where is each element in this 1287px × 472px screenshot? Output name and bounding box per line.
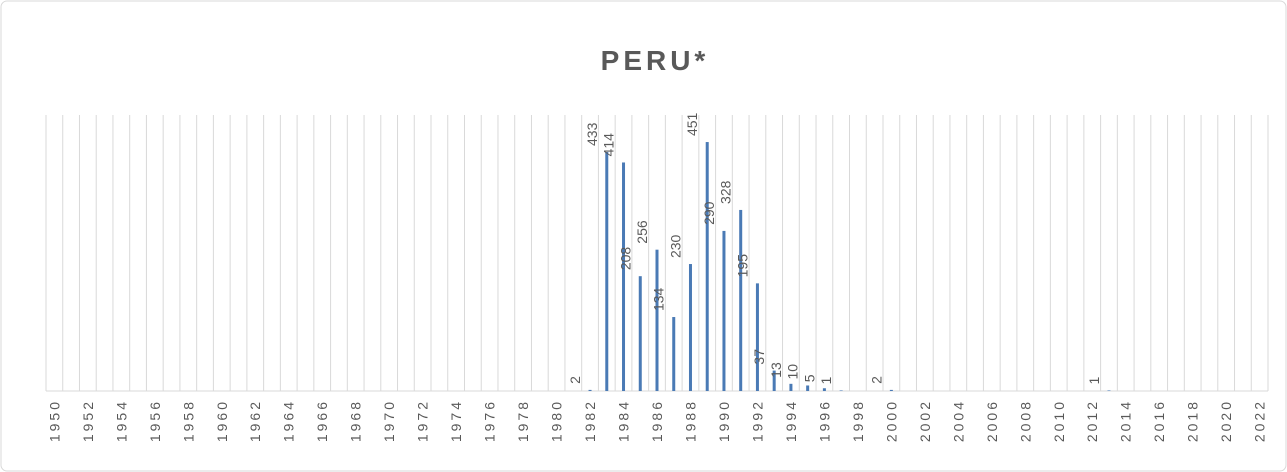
data-label: 328 [718, 180, 734, 204]
data-label: 2 [567, 376, 583, 384]
x-tick-label: 1956 [147, 399, 163, 442]
x-tick-label: 1954 [113, 399, 129, 442]
data-label: 433 [584, 122, 600, 146]
data-label: 1 [1086, 376, 1102, 384]
x-tick-label: 1970 [381, 399, 397, 442]
x-tick-label: 2000 [883, 399, 899, 442]
x-tick-label: 1994 [783, 399, 799, 442]
bar [1107, 390, 1111, 391]
bar [588, 389, 592, 391]
x-tick-label: 1952 [80, 399, 96, 442]
data-label: 1 [818, 376, 834, 384]
x-tick-label: 2008 [1017, 399, 1033, 442]
bar [889, 389, 893, 391]
x-tick-label: 1984 [616, 399, 632, 442]
x-tick-label: 2014 [1118, 399, 1134, 442]
bar [772, 370, 776, 391]
x-tick-label: 1968 [348, 399, 364, 442]
x-tick-label: 2016 [1151, 399, 1167, 442]
x-tick-label: 1988 [682, 399, 698, 442]
data-label: 290 [701, 201, 717, 225]
x-tick-label: 2018 [1185, 399, 1201, 442]
bar [789, 383, 793, 391]
x-tick-label: 2010 [1051, 399, 1067, 442]
chart-title: PERU* [601, 45, 710, 76]
bar [688, 264, 692, 391]
x-tick-label: 1974 [448, 399, 464, 442]
data-label: 37 [751, 349, 767, 365]
data-label: 13 [768, 362, 784, 378]
x-tick-label: 2006 [984, 399, 1000, 442]
x-tick-label: 1958 [180, 399, 196, 442]
x-tick-label: 1982 [582, 399, 598, 442]
x-tick-label: 1996 [816, 399, 832, 442]
data-label: 208 [617, 247, 633, 271]
data-label: 134 [651, 287, 667, 311]
x-tick-label: 1978 [515, 399, 531, 442]
x-tick-label: 1966 [314, 399, 330, 442]
bar [638, 276, 642, 391]
x-tick-label: 1980 [549, 399, 565, 442]
x-tick-label: 1990 [716, 399, 732, 442]
x-tick-label: 2004 [950, 399, 966, 442]
data-label: 2 [868, 376, 884, 384]
x-tick-label: 1992 [749, 399, 765, 442]
data-label: 230 [667, 234, 683, 258]
data-label: 10 [785, 364, 801, 380]
bar [822, 388, 826, 391]
bar [806, 385, 810, 391]
x-tick-label: 2022 [1252, 399, 1268, 442]
bar [655, 249, 659, 391]
bar [755, 283, 759, 391]
data-label: 414 [601, 133, 617, 157]
x-tick-label: 1986 [649, 399, 665, 442]
bar [672, 317, 676, 391]
bar [705, 142, 709, 391]
bar [739, 209, 743, 391]
x-tick-label: 2012 [1084, 399, 1100, 442]
data-label: 195 [734, 254, 750, 278]
x-tick-label: 1960 [214, 399, 230, 442]
bar [839, 390, 843, 391]
x-tick-label: 1964 [281, 399, 297, 442]
x-tick-label: 1950 [46, 399, 62, 442]
bar [722, 230, 726, 391]
x-tick-label: 2002 [917, 399, 933, 442]
x-tick-label: 1976 [482, 399, 498, 442]
x-tick-label: 1998 [850, 399, 866, 442]
bar [605, 151, 609, 391]
data-label: 451 [684, 112, 700, 136]
x-tick-label: 1962 [247, 399, 263, 442]
x-tick-label: 2020 [1218, 399, 1234, 442]
x-tick-label: 1972 [415, 399, 431, 442]
bar [622, 162, 626, 391]
data-label: 256 [634, 220, 650, 244]
data-label: 5 [801, 374, 817, 382]
